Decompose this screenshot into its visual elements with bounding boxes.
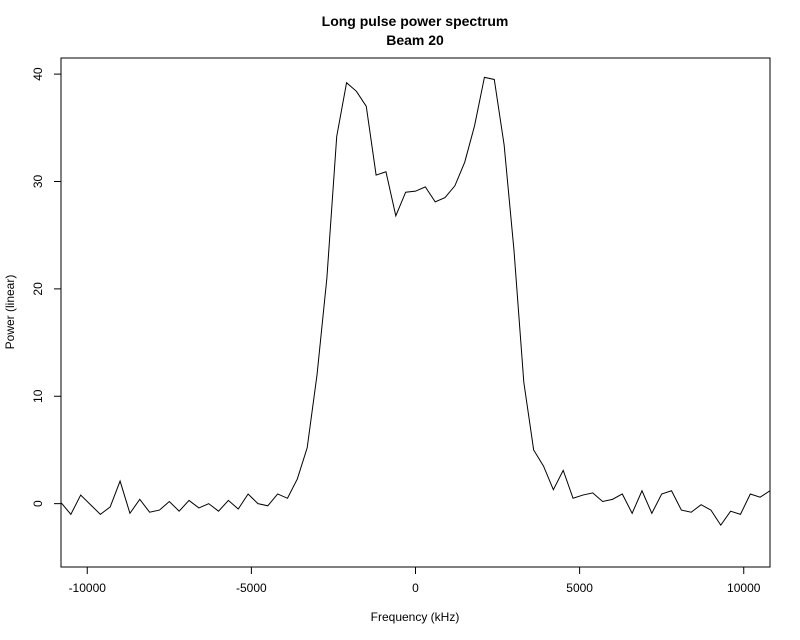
x-tick-label: -10000 <box>69 581 107 595</box>
y-axis-label: Power (linear) <box>3 275 17 350</box>
plot-frame <box>60 57 771 568</box>
data-line <box>60 76 771 527</box>
x-tick-label: 5000 <box>566 581 593 595</box>
y-tick-label: 20 <box>31 282 45 296</box>
x-tick-label: 10000 <box>727 581 761 595</box>
chart-title: Long pulse power spectrum <box>322 13 509 29</box>
y-tick-label: 30 <box>31 174 45 188</box>
y-tick-label: 0 <box>31 500 45 507</box>
chart-subtitle: Beam 20 <box>386 32 444 48</box>
y-tick-label: 10 <box>31 389 45 403</box>
x-tick-label: 0 <box>412 581 419 595</box>
x-axis-label: Frequency (kHz) <box>371 610 460 624</box>
x-tick-label: -5000 <box>236 581 267 595</box>
y-tick-label: 40 <box>31 67 45 81</box>
